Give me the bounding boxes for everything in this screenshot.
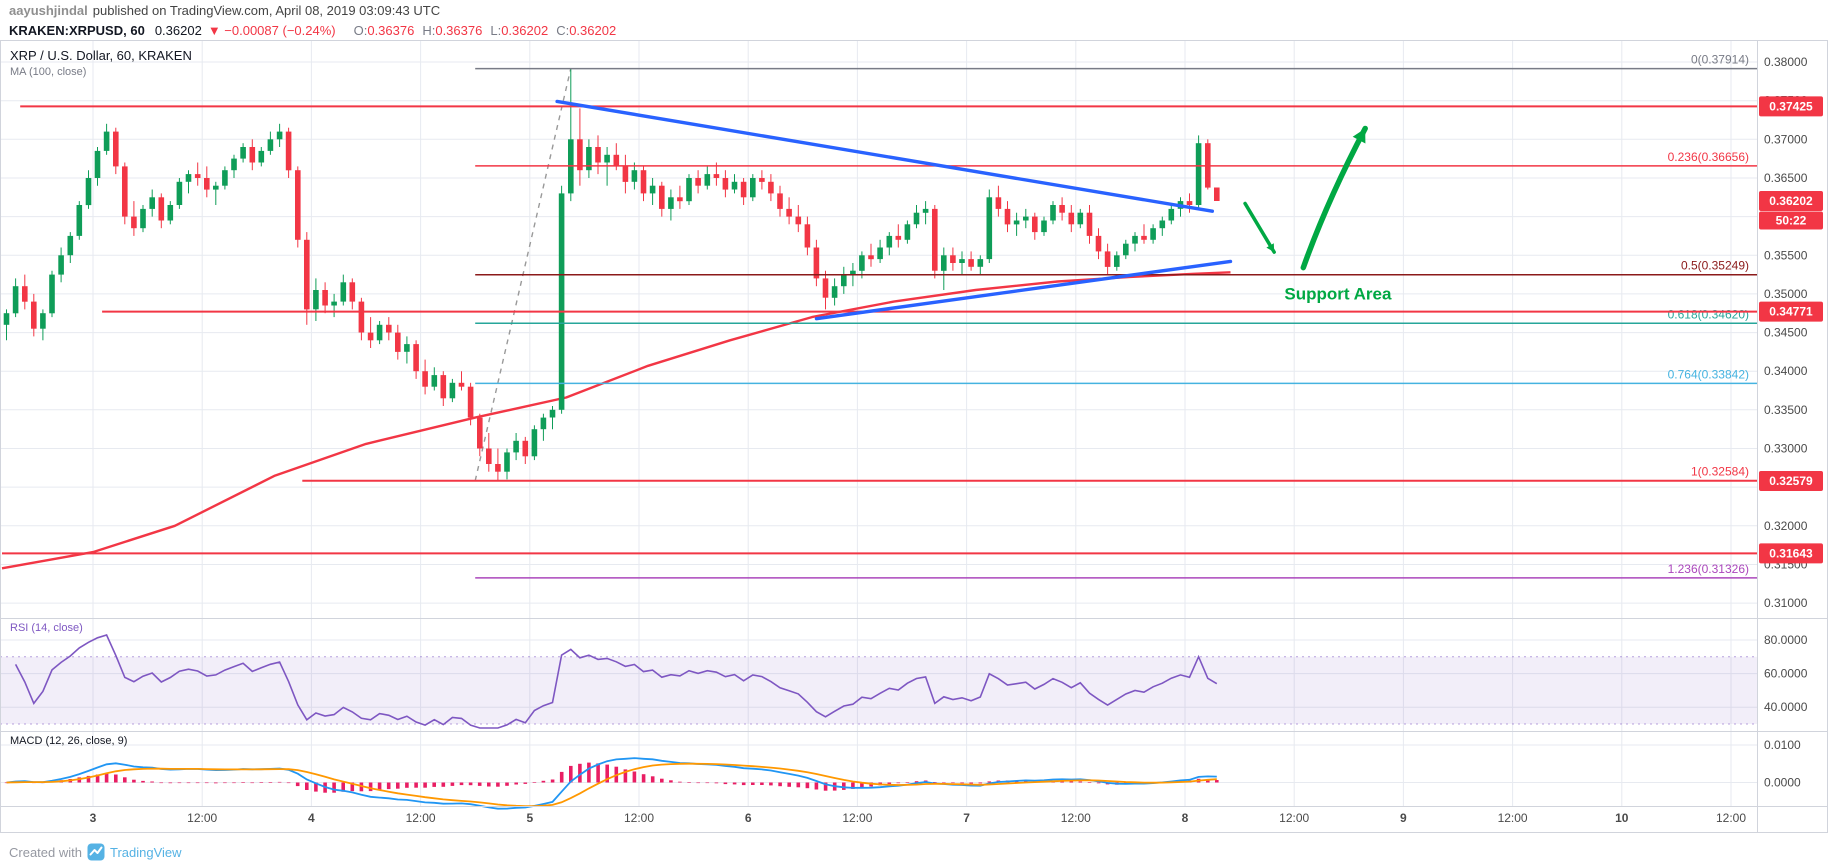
chart-title: XRP / U.S. Dollar, 60, KRAKEN bbox=[10, 48, 192, 63]
created-with-text: Created with bbox=[9, 844, 82, 860]
close-value: 0.36202 bbox=[569, 23, 617, 38]
green-arrow-head bbox=[1266, 243, 1275, 253]
green-arrow-head bbox=[1352, 128, 1366, 144]
last-price-flag: 0.36202 bbox=[1759, 191, 1823, 211]
last-price-text: 0.36202 bbox=[154, 23, 202, 38]
svg-text:0.5(0.35249): 0.5(0.35249) bbox=[1681, 259, 1749, 273]
green-arrow bbox=[1243, 201, 1276, 254]
ma-indicator-label: MA (100, close) bbox=[10, 66, 87, 78]
svg-text:0.236(0.36656): 0.236(0.36656) bbox=[1668, 150, 1749, 164]
high-value: 0.36376 bbox=[435, 23, 483, 38]
svg-text:12:00: 12:00 bbox=[1061, 811, 1091, 825]
svg-text:0.0000: 0.0000 bbox=[1764, 776, 1801, 790]
svg-text:80.0000: 80.0000 bbox=[1764, 633, 1808, 647]
svg-text:0.31643: 0.31643 bbox=[1769, 546, 1813, 560]
svg-text:0.38000: 0.38000 bbox=[1764, 55, 1808, 69]
svg-text:0.34771: 0.34771 bbox=[1769, 305, 1813, 319]
svg-text:0.764(0.33842): 0.764(0.33842) bbox=[1668, 367, 1749, 381]
svg-text:6: 6 bbox=[745, 811, 752, 825]
grid-layer bbox=[0, 40, 1757, 806]
svg-text:0.35500: 0.35500 bbox=[1764, 248, 1808, 262]
svg-text:40.0000: 40.0000 bbox=[1764, 700, 1808, 714]
svg-text:0(0.37914): 0(0.37914) bbox=[1691, 53, 1749, 67]
svg-text:1.236(0.31326): 1.236(0.31326) bbox=[1668, 562, 1749, 576]
svg-text:1(0.32584): 1(0.32584) bbox=[1691, 465, 1749, 479]
svg-text:0.618(0.34620): 0.618(0.34620) bbox=[1668, 307, 1749, 321]
green-arrow bbox=[1300, 125, 1368, 271]
svg-text:0.34500: 0.34500 bbox=[1764, 326, 1808, 340]
svg-text:0.33000: 0.33000 bbox=[1764, 442, 1808, 456]
svg-text:60.0000: 60.0000 bbox=[1764, 667, 1808, 681]
svg-text:3: 3 bbox=[90, 811, 97, 825]
macd-line bbox=[6, 757, 1217, 810]
svg-text:7: 7 bbox=[963, 811, 970, 825]
triangle-trendline bbox=[555, 99, 1215, 213]
svg-text:12:00: 12:00 bbox=[1498, 811, 1528, 825]
close-label: C: bbox=[556, 23, 570, 38]
svg-text:12:00: 12:00 bbox=[842, 811, 872, 825]
svg-text:0.36202: 0.36202 bbox=[1769, 194, 1813, 208]
rsi-indicator-label: RSI (14, close) bbox=[10, 622, 83, 634]
svg-text:10: 10 bbox=[1615, 811, 1629, 825]
svg-text:0.33500: 0.33500 bbox=[1764, 403, 1808, 417]
fib-retracement: 0(0.37914) 0.236(0.36656) 0.5(0.35249) 0.61… bbox=[475, 53, 1757, 579]
price-level-flag: 0.37425 bbox=[1759, 96, 1823, 117]
svg-text:0.35000: 0.35000 bbox=[1764, 287, 1808, 301]
low-label: L: bbox=[490, 23, 502, 38]
countdown-flag: 50:22 bbox=[1759, 211, 1823, 230]
open-value: 0.36376 bbox=[367, 23, 415, 38]
time-axis: 3 12:00 4 12:00 5 12:00 6 12:00 7 12:00 8 12:00 9 12:… bbox=[90, 811, 1747, 825]
price-level-flag: 0.34771 bbox=[1759, 301, 1823, 322]
svg-text:12:00: 12:00 bbox=[624, 811, 654, 825]
svg-text:12:00: 12:00 bbox=[187, 811, 217, 825]
price-level-flag: 0.32579 bbox=[1759, 471, 1823, 491]
svg-text:8: 8 bbox=[1182, 811, 1189, 825]
svg-text:0.32579: 0.32579 bbox=[1769, 474, 1813, 488]
publish-bar: aayushjindal published on TradingView.com… bbox=[0, 0, 1828, 21]
price-axis: 0.310000.315000.320000.325000.330000.335… bbox=[1764, 55, 1808, 790]
price-change-text: ▼ −0.00087 (−0.24%) bbox=[207, 23, 336, 38]
svg-text:0.32000: 0.32000 bbox=[1764, 519, 1808, 533]
publish-info: published on TradingView.com, April 08, … bbox=[92, 3, 441, 18]
rsi-line bbox=[14, 634, 1218, 729]
author-name: aayushjindal bbox=[9, 3, 88, 18]
svg-text:12:00: 12:00 bbox=[1279, 811, 1309, 825]
svg-text:4: 4 bbox=[308, 811, 315, 825]
attribution: Created with TradingView bbox=[9, 843, 182, 861]
candles-layer bbox=[3, 68, 1220, 481]
symbol-name: KRAKEN:XRPUSD, 60 bbox=[9, 23, 145, 38]
open-label: O: bbox=[353, 23, 368, 38]
svg-text:5: 5 bbox=[526, 811, 533, 825]
svg-text:12:00: 12:00 bbox=[406, 811, 436, 825]
ma100-line bbox=[1, 271, 1231, 570]
svg-text:0.0100: 0.0100 bbox=[1764, 738, 1801, 752]
svg-text:0.34000: 0.34000 bbox=[1764, 364, 1808, 378]
macd-signal-line bbox=[6, 762, 1217, 807]
price-level-flag: 0.31643 bbox=[1759, 543, 1823, 564]
svg-text:0.36500: 0.36500 bbox=[1764, 171, 1808, 185]
svg-text:50:22: 50:22 bbox=[1776, 214, 1807, 228]
low-value: 0.36202 bbox=[501, 23, 549, 38]
svg-text:12:00: 12:00 bbox=[1716, 811, 1746, 825]
tradingview-link[interactable]: TradingView bbox=[109, 844, 182, 860]
symbol-bar: KRAKEN:XRPUSD, 60 0.36202 ▼ −0.00087 (−0.2… bbox=[0, 21, 1828, 40]
svg-text:0.31000: 0.31000 bbox=[1764, 596, 1808, 610]
svg-text:0.37000: 0.37000 bbox=[1764, 132, 1808, 146]
svg-text:9: 9 bbox=[1400, 811, 1407, 825]
macd-indicator-label: MACD (12, 26, close, 9) bbox=[10, 735, 128, 747]
triangle-trendline bbox=[814, 259, 1233, 321]
svg-text:0.37425: 0.37425 bbox=[1769, 99, 1813, 113]
high-label: H: bbox=[422, 23, 436, 38]
tradingview-logo-icon bbox=[87, 843, 105, 861]
support-area-label: Support Area bbox=[1284, 284, 1392, 303]
